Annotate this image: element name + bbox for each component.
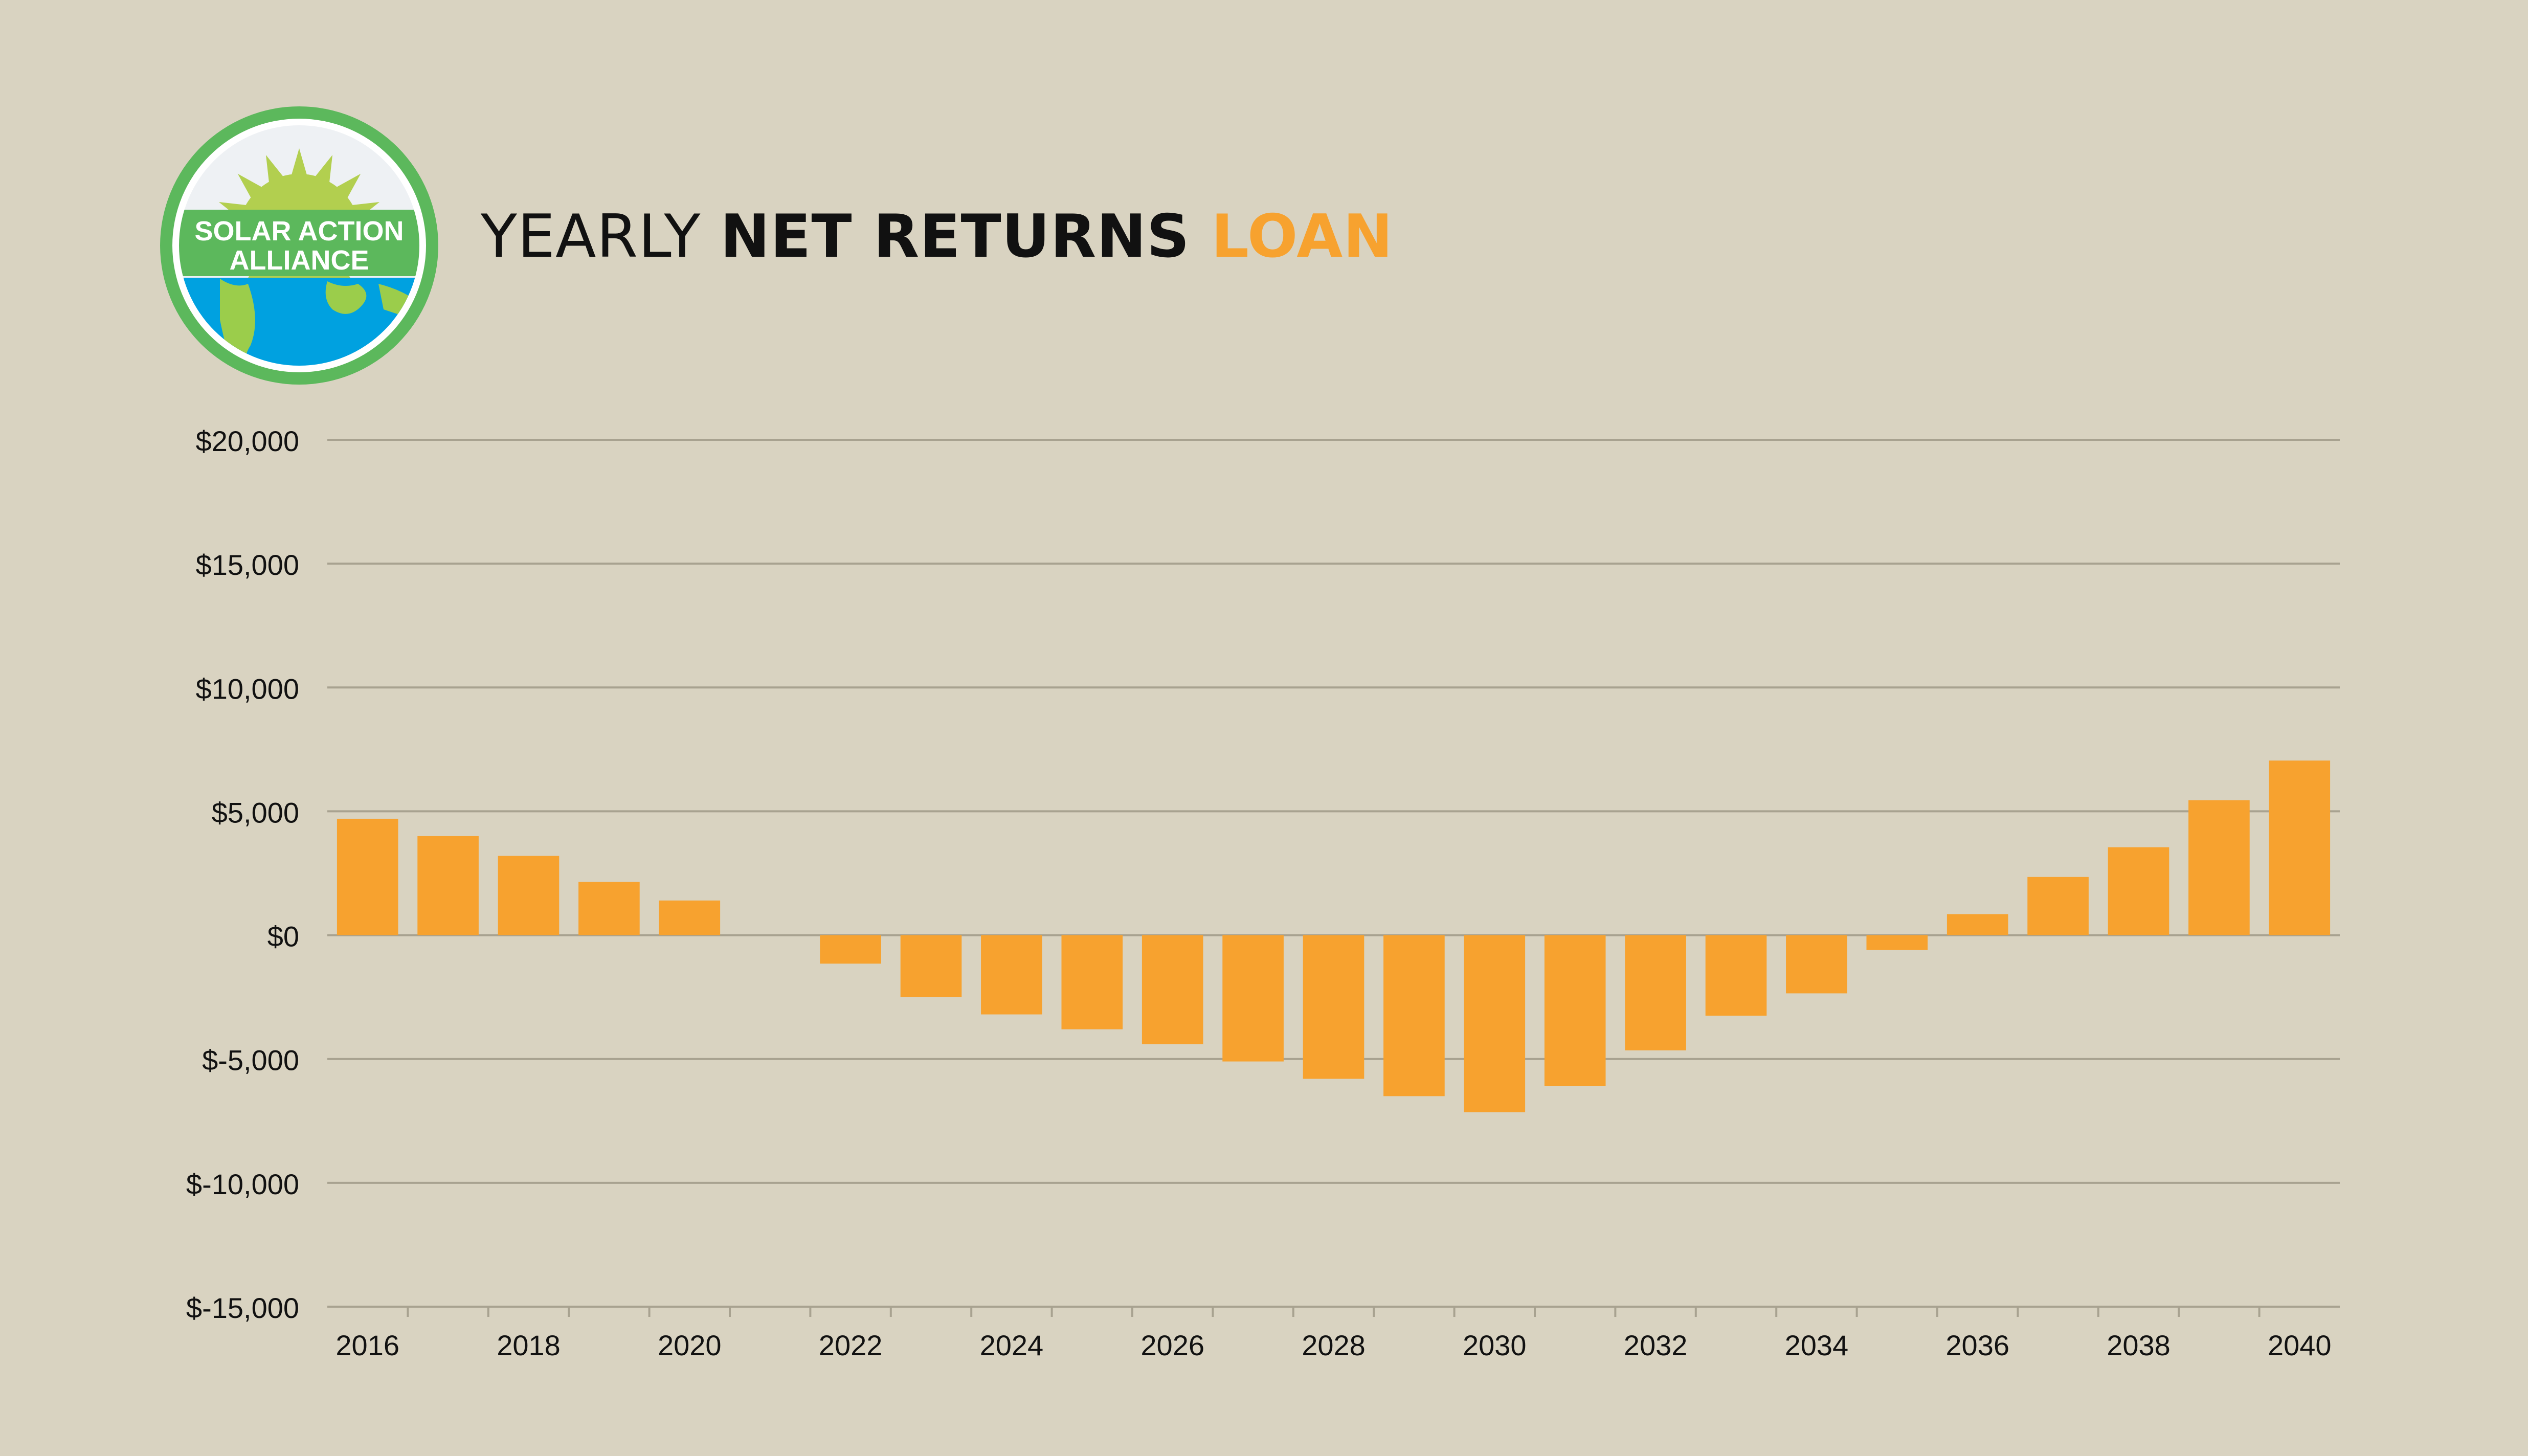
y-tick-label: $15,000 [196, 549, 299, 581]
bar-2025 [1061, 935, 1123, 1029]
bar-2033 [1705, 935, 1767, 1016]
x-tick-label: 2022 [819, 1329, 883, 1361]
bar-2039 [2188, 800, 2250, 935]
x-tick-label: 2020 [658, 1329, 722, 1361]
x-tick-label: 2034 [1785, 1329, 1849, 1361]
x-tick-label: 2016 [335, 1329, 399, 1361]
y-tick-label: $10,000 [196, 673, 299, 705]
bar-2029 [1383, 935, 1445, 1096]
x-tick-label: 2038 [2107, 1329, 2171, 1361]
logo-line-1: SOLAR ACTION [195, 216, 404, 247]
x-tick-label: 2032 [1624, 1329, 1688, 1361]
bar-2024 [981, 935, 1042, 1015]
bar-2038 [2108, 847, 2169, 935]
bar-2030 [1464, 935, 1526, 1112]
bars [337, 760, 2331, 1112]
x-axis-labels: 2016 2018 2020 2022 2024 2026 2028 2030 2032 2034… [335, 1329, 2331, 1361]
x-tick-label: 2040 [2268, 1329, 2332, 1361]
bar-2036 [1947, 914, 2008, 935]
title-part-net-returns: NET RETURNS [720, 202, 1212, 271]
x-axis-ticks [407, 1307, 2261, 1317]
bar-2027 [1222, 935, 1284, 1062]
bar-2026 [1142, 935, 1203, 1044]
sun-ray [315, 154, 333, 183]
bar-2034 [1786, 935, 1847, 994]
x-tick-label: 2036 [1945, 1329, 2009, 1361]
x-tick-label: 2028 [1302, 1329, 1366, 1361]
bar-2022 [820, 935, 881, 964]
sun-ray [291, 148, 307, 175]
bar-2032 [1625, 935, 1686, 1050]
title-part-yearly: YEARLY [481, 202, 721, 271]
bar-2016 [337, 818, 398, 935]
chart-title: YEARLY NET RETURNS LOAN [481, 202, 1393, 271]
bar-2028 [1303, 935, 1364, 1079]
x-tick-label: 2024 [980, 1329, 1044, 1361]
bar-2017 [417, 836, 479, 935]
y-tick-label: $20,000 [196, 425, 299, 457]
y-tick-label: $-5,000 [202, 1044, 299, 1077]
bar-2035 [1866, 935, 1928, 950]
y-tick-label: $5,000 [212, 796, 299, 828]
bar-2019 [578, 882, 640, 935]
logo-line-2: ALLIANCE [230, 245, 369, 276]
solar-action-alliance-logo: SOLAR ACTION ALLIANCE [160, 106, 438, 385]
y-tick-label: $-15,000 [186, 1292, 299, 1324]
bar-2020 [659, 900, 721, 935]
bar-2018 [498, 856, 560, 935]
bar-2023 [900, 935, 962, 997]
title-part-loan: LOAN [1211, 202, 1394, 271]
bar-2040 [2269, 760, 2331, 935]
gridlines [327, 439, 2340, 1308]
sun-ray [265, 154, 284, 183]
y-tick-label: $0 [267, 921, 299, 953]
bar-2037 [2027, 877, 2089, 935]
x-tick-label: 2018 [497, 1329, 561, 1361]
bar-2031 [1544, 935, 1606, 1086]
x-tick-label: 2026 [1140, 1329, 1204, 1361]
y-tick-label: $-10,000 [186, 1168, 299, 1200]
x-tick-label: 2030 [1463, 1329, 1527, 1361]
y-axis-labels: $20,000 $15,000 $10,000 $5,000 $0 $-5,000 $-10… [186, 425, 299, 1324]
